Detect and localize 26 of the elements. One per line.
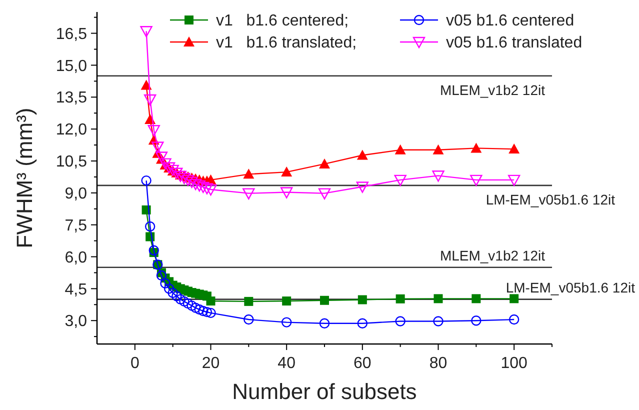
y-axis-title: FWHM³ (mm³) [12,108,37,248]
legend-label: v05 b1.6 centered [446,12,574,30]
legend-label: v1 b1.6 centered; [216,12,349,30]
y-tick-label: 7,5 [64,217,88,234]
x-axis-title: Number of subsets [232,379,417,404]
x-tick-label: 60 [354,355,372,372]
y-tick-label: 13,5 [56,90,88,107]
y-tick-label: 10,5 [56,154,88,171]
x-tick-label: 40 [278,355,296,372]
y-tick-label: 9,0 [64,185,88,202]
y-tick-label: 6,0 [64,249,88,266]
y-tick-label: 4,5 [64,281,88,298]
x-tick-label: 20 [202,355,220,372]
ref-line-label: LM-EM_v05b1.6 12it [506,279,636,296]
ref-line-label: MLEM_v1b2 12it [440,247,546,264]
y-tick-label: 15,0 [56,58,88,75]
ref-line-label: MLEM_v1b2 12it [440,82,546,98]
ref-line-label: LM-EM_v05b1.6 12it [486,191,616,208]
y-tick-label: 3,0 [64,313,88,330]
legend-label: v05 b1.6 translated [446,34,582,52]
x-tick-label: 100 [500,355,528,372]
legend-label: v1 b1.6 translated; [216,34,357,52]
y-tick-label: 16,5 [56,26,88,43]
y-tick-label: 12,0 [56,122,88,139]
x-tick-label: 0 [130,355,140,372]
x-tick-label: 80 [429,355,448,372]
